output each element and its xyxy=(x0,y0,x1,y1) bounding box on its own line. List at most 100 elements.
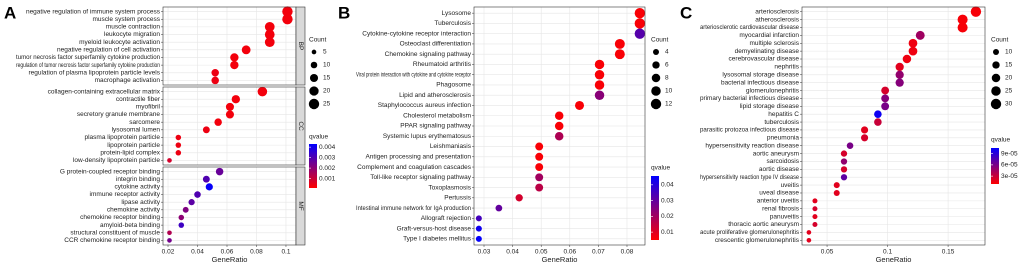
dot xyxy=(902,54,912,64)
facet-strip xyxy=(295,166,306,246)
dot xyxy=(202,126,210,134)
category-label: thoracic aortic aneurysm xyxy=(728,221,799,228)
size-legend-dot xyxy=(992,61,1000,69)
dot xyxy=(874,118,882,126)
category-label: Intestinal immune network for IgA produc… xyxy=(356,205,471,212)
category-label: Osteoclast differentiation xyxy=(400,41,472,48)
x-tick-label: 0.04 xyxy=(191,249,204,256)
category-label: protein-lipid complex xyxy=(100,149,160,156)
category-label: Lipid and atherosclerosis xyxy=(399,92,472,99)
dot xyxy=(908,38,918,48)
category-label: contractile fiber xyxy=(116,96,161,103)
x-tick-label: 0.03 xyxy=(478,249,491,256)
dot xyxy=(840,158,848,165)
category-label: lysosomal storage disease xyxy=(722,71,799,78)
size-legend-label: 20 xyxy=(1005,75,1013,82)
category-label: hypersensitivity reaction type IV diseas… xyxy=(700,174,799,181)
category-label: Systemic lupus erythematosus xyxy=(383,133,472,140)
dot xyxy=(812,214,818,220)
category-label: secretory granule membrane xyxy=(77,111,160,118)
x-tick-label: 0.07 xyxy=(592,249,605,256)
dot xyxy=(812,198,818,204)
color-bar xyxy=(991,148,999,184)
category-label: G protein-coupled receptor binding xyxy=(60,168,160,175)
dot xyxy=(230,60,239,70)
dot xyxy=(594,90,605,100)
dot xyxy=(874,110,882,118)
category-label: myocardial infarction xyxy=(739,32,799,39)
dot xyxy=(214,118,222,126)
category-label: leukocyte migration xyxy=(104,31,160,38)
category-label: regulation of plasma lipoprotein particl… xyxy=(28,69,160,76)
color-bar-label: 0.04 xyxy=(661,182,674,189)
facet-label: CC xyxy=(297,121,304,131)
category-label: myeloid leukocyte activation xyxy=(79,39,160,46)
category-label: uveal disease xyxy=(759,190,799,197)
category-label: renal fibrosis xyxy=(762,205,800,212)
dot xyxy=(475,235,482,242)
dot xyxy=(812,206,818,212)
category-label: collagen-containing extracellular matrix xyxy=(48,88,161,95)
size-legend-dot xyxy=(652,61,660,69)
category-label: low-density lipoprotein particle xyxy=(73,157,160,164)
color-bar xyxy=(309,144,317,188)
category-label: demyelinating disease xyxy=(735,48,800,55)
dot xyxy=(881,102,890,111)
size-legend-label: 10 xyxy=(323,62,331,69)
dot xyxy=(535,163,544,172)
category-label: muscle contraction xyxy=(106,24,161,31)
x-tick-label: 0.05 xyxy=(821,249,834,256)
x-tick-label: 0.15 xyxy=(942,249,955,256)
category-label: regulation of tumor necrosis factor supe… xyxy=(16,62,160,69)
panel-label: C xyxy=(680,3,692,22)
color-legend-title: qvalue xyxy=(651,165,671,172)
color-bar-label: 0.003 xyxy=(319,154,336,161)
category-label: Type I diabetes mellitus xyxy=(403,236,472,243)
dot xyxy=(957,14,968,25)
category-label: hepatitis C xyxy=(768,111,799,118)
category-label: crescentic glomerulonephritis xyxy=(715,237,800,244)
x-tick-label: 0.06 xyxy=(221,249,234,256)
category-label: CCR chemokine receptor binding xyxy=(64,237,160,244)
x-axis-title: GeneRatio xyxy=(876,255,912,264)
category-label: Allograft rejection xyxy=(421,215,472,222)
dot xyxy=(846,142,854,149)
dot xyxy=(840,166,848,173)
category-label: tumor necrosis factor superfamily cytoki… xyxy=(16,54,160,61)
size-legend-label: 15 xyxy=(323,75,331,82)
category-label: plasma lipoprotein particle xyxy=(84,134,160,141)
dot xyxy=(202,175,210,183)
category-label: arteriosclerosis xyxy=(755,8,799,15)
color-bar-label: 0.004 xyxy=(319,144,336,151)
dot xyxy=(175,142,182,148)
color-bar-label: 0.02 xyxy=(661,213,674,220)
facet-label: BP xyxy=(297,42,304,51)
dot xyxy=(264,22,275,32)
color-bar-label: 6e-05 xyxy=(1001,162,1018,169)
color-bar-label: 0.001 xyxy=(319,175,336,182)
dot xyxy=(957,22,968,33)
size-legend-title: Count xyxy=(991,37,1009,44)
dot xyxy=(167,158,172,163)
category-label: muscle system process xyxy=(92,16,160,23)
size-legend-dot xyxy=(991,73,1001,83)
dot xyxy=(167,238,172,243)
category-label: Graft-versus-host disease xyxy=(397,225,472,232)
dot xyxy=(182,206,189,213)
category-label: Phagosome xyxy=(436,82,471,89)
dot xyxy=(554,121,564,131)
category-label: cerebrovascular disease xyxy=(729,56,800,63)
panel-label: A xyxy=(4,3,16,22)
size-legend-dot xyxy=(992,48,1000,56)
category-label: uveitis xyxy=(781,182,800,189)
plot-panel xyxy=(163,167,296,245)
dot xyxy=(535,183,544,192)
dot xyxy=(282,6,293,17)
dot xyxy=(594,80,605,90)
category-label: bacterial infectious disease xyxy=(721,79,799,86)
color-bar-label: 0.03 xyxy=(661,197,674,204)
color-bar xyxy=(651,176,659,240)
dot xyxy=(895,70,904,79)
size-legend-dot xyxy=(311,49,317,55)
